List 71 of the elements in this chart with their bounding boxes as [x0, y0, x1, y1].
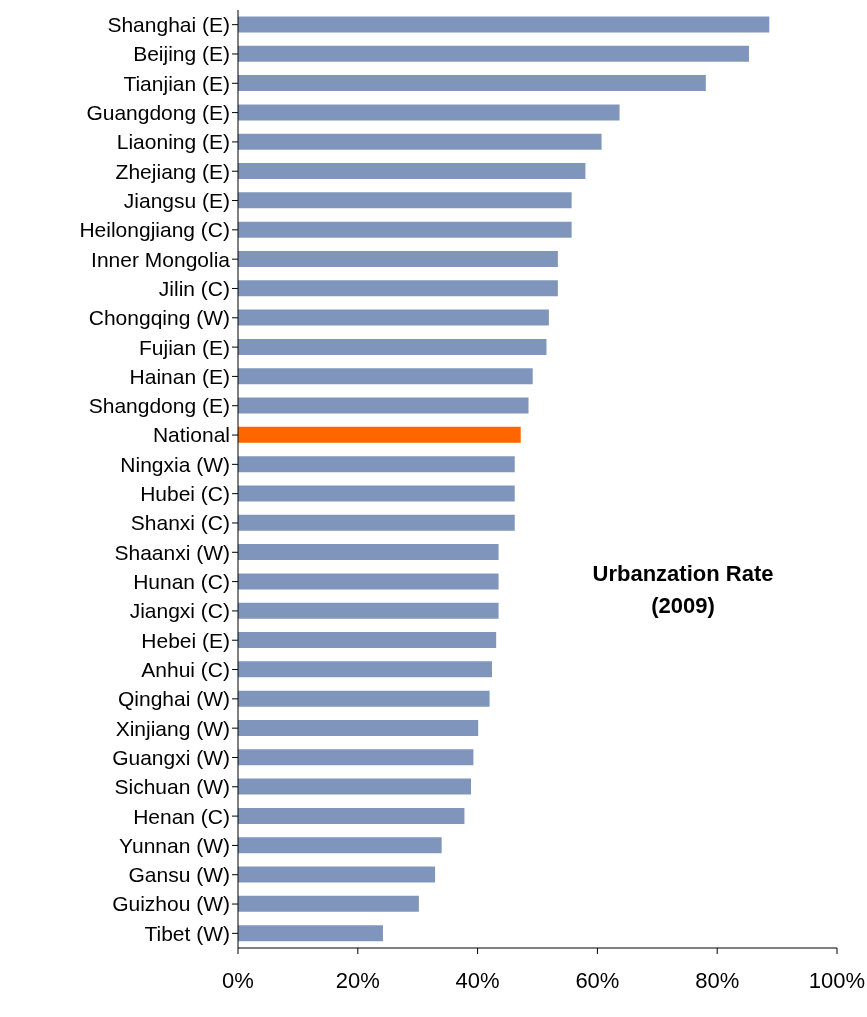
text: Urbanzation Rate (2009)	[591, 560, 775, 620]
y-tick-label: Chongqing (W)	[88, 306, 230, 330]
y-tick-label: Gansu (W)	[128, 863, 230, 887]
bar	[238, 368, 533, 385]
bar	[238, 45, 749, 62]
bar	[238, 925, 383, 942]
bar	[238, 749, 474, 766]
bar	[238, 75, 706, 92]
bar	[238, 485, 515, 502]
y-tick-label: Tianjian (E)	[123, 71, 230, 95]
bar	[238, 573, 499, 590]
y-tick-label: Jiangxi (C)	[129, 599, 230, 623]
y-tick-label: Guangxi (W)	[112, 745, 230, 769]
y-tick-label: Hunan (C)	[133, 570, 230, 594]
y-tick-label: Shaanxi (W)	[114, 540, 230, 564]
y-tick-label: Anhui (C)	[141, 657, 230, 681]
bar	[238, 602, 499, 619]
y-tick-label: Qinghai (W)	[117, 687, 230, 711]
y-tick-label: Fujian (E)	[138, 335, 230, 359]
bar	[238, 133, 602, 150]
y-tick-label: Tibet (W)	[144, 921, 230, 945]
bar	[238, 426, 521, 443]
bar	[238, 221, 572, 238]
y-tick-label: Sichuan (W)	[114, 775, 230, 799]
y-tick-label: Shangdong (E)	[88, 394, 230, 418]
bar	[238, 544, 499, 561]
y-tick-label: Hebei (E)	[141, 628, 230, 652]
bar	[238, 309, 549, 326]
bar	[238, 338, 547, 355]
y-tick-label: Yunnan (W)	[119, 833, 230, 857]
bar	[238, 280, 558, 297]
y-tick-label: Ningxia (W)	[120, 452, 230, 476]
bar	[238, 16, 770, 33]
y-tick-label: Shanghai (E)	[107, 13, 230, 37]
x-tick-label: 40%	[455, 967, 500, 993]
y-tick-label: Jiangsu (E)	[123, 188, 230, 212]
bar	[238, 192, 572, 209]
bar	[238, 104, 620, 121]
y-tick-label: Shanxi (C)	[130, 511, 230, 535]
y-tick-label: Liaoning (E)	[116, 130, 230, 154]
y-tick-label: Beijing (E)	[133, 42, 230, 66]
bar	[238, 661, 492, 678]
y-tick-label: Inner Mongolia	[91, 247, 231, 271]
bar	[238, 866, 436, 883]
bar	[238, 719, 479, 736]
x-tick-label: 0%	[222, 967, 254, 993]
y-tick-label: Heilongjiang (C)	[79, 218, 230, 242]
y-tick-label: Guangdong (E)	[86, 101, 230, 125]
y-tick-label: Guizhou (W)	[112, 892, 230, 916]
bar	[238, 778, 472, 795]
bar	[238, 807, 465, 824]
bar	[238, 250, 558, 267]
bar	[238, 690, 490, 707]
x-tick-label: 100%	[808, 967, 866, 993]
bar	[238, 632, 497, 649]
bar	[238, 397, 529, 414]
y-tick-label: Xinjiang (W)	[115, 716, 230, 740]
bar	[238, 163, 586, 180]
bar	[238, 895, 419, 912]
bar	[238, 837, 442, 854]
y-tick-label: Henan (C)	[133, 804, 230, 828]
y-tick-label: Zhejiang (E)	[115, 159, 230, 183]
x-tick-label: 20%	[335, 967, 380, 993]
x-tick-label: 80%	[695, 967, 740, 993]
bar	[238, 456, 515, 473]
bar	[238, 514, 515, 531]
y-tick-label: National	[152, 423, 230, 447]
x-tick-label: 60%	[575, 967, 620, 993]
y-tick-label: Jilin (C)	[158, 276, 230, 300]
y-tick-label: Hubei (C)	[140, 482, 230, 506]
y-tick-label: Hainan (E)	[129, 364, 230, 388]
